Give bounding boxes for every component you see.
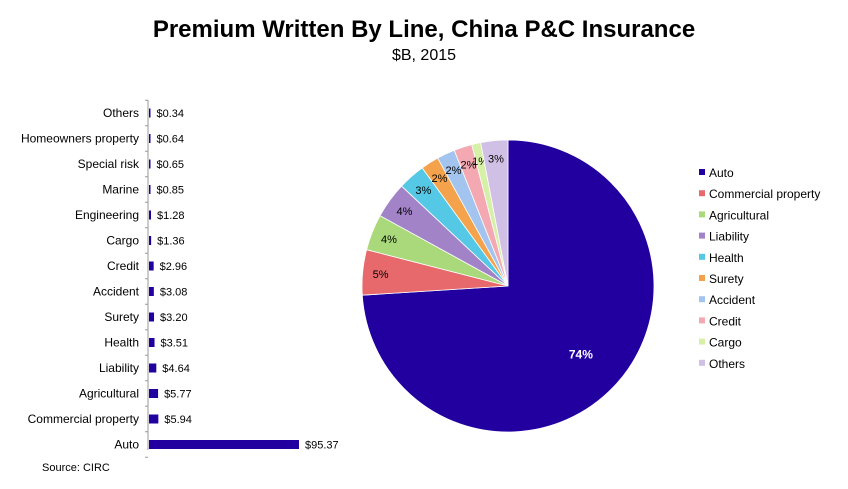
pie-data-label: 74% xyxy=(569,347,593,361)
pie-data-label: 3% xyxy=(415,185,431,197)
bar-category-label: Special risk xyxy=(78,157,140,171)
bar-data-label: $5.77 xyxy=(164,389,192,401)
legend-swatch xyxy=(699,338,705,345)
bar xyxy=(149,440,299,449)
bar-category-label: Others xyxy=(103,106,139,120)
legend-swatch xyxy=(699,296,705,303)
bar xyxy=(149,185,151,194)
bar-data-label: $3.20 xyxy=(160,312,188,324)
bar-category-label: Engineering xyxy=(75,208,139,222)
bar-category-label: Cargo xyxy=(106,234,139,248)
bar xyxy=(149,134,151,143)
legend-swatch xyxy=(699,253,705,260)
bar-category-label: Homeowners property xyxy=(21,132,139,146)
legend-entry-label: Cargo xyxy=(709,336,742,350)
pie-data-label: 4% xyxy=(396,206,412,218)
legend-entry-label: Accident xyxy=(709,293,756,307)
bar-data-label: $0.64 xyxy=(157,134,185,146)
pie-slice xyxy=(480,139,509,287)
bar xyxy=(149,363,157,373)
bar-data-label: $4.64 xyxy=(162,363,190,375)
bar-data-label: $3.51 xyxy=(161,338,189,350)
legend-entry-label: Agricultural xyxy=(709,208,769,222)
pie-data-label: 5% xyxy=(373,269,389,281)
pie-data-label: 4% xyxy=(381,234,397,246)
chart-title: Premium Written By Line, China P&C Insur… xyxy=(152,16,696,43)
bar-category-label: Surety xyxy=(104,310,139,324)
legend-entry-label: Surety xyxy=(709,272,744,286)
legend-swatch xyxy=(699,275,705,281)
legend-entry-label: Health xyxy=(709,251,744,265)
bar-category-label: Auto xyxy=(114,438,139,452)
bar-category-label: Liability xyxy=(99,361,139,375)
bar-category-label: Commercial property xyxy=(28,412,139,426)
bar-data-label: $5.94 xyxy=(164,414,192,426)
bar-data-label: $0.65 xyxy=(157,159,185,171)
bar-category-label: Credit xyxy=(107,259,140,273)
legend-entry-label: Liability xyxy=(709,230,749,244)
legend-swatch xyxy=(699,190,705,197)
legend-entry-label: Commercial property xyxy=(709,187,820,201)
bar-data-label: $3.08 xyxy=(160,287,188,299)
bar xyxy=(149,414,159,424)
legend-swatch xyxy=(699,317,705,324)
bar xyxy=(149,236,152,245)
bar xyxy=(149,210,152,220)
bar-category-label: Health xyxy=(104,336,139,350)
legend-entry-label: Credit xyxy=(709,314,742,328)
legend-swatch xyxy=(699,359,705,366)
bar-data-label: $0.34 xyxy=(157,108,185,120)
bar xyxy=(149,108,151,118)
pie-data-label: 2% xyxy=(460,159,476,171)
bar-chart: Others $0.34 Homeowners property $0.64 Speci… xyxy=(21,99,339,458)
legend-swatch xyxy=(699,232,705,239)
bar xyxy=(149,389,159,398)
bar-data-label: $0.85 xyxy=(157,185,185,197)
bar-data-label: $2.96 xyxy=(160,261,188,273)
legend-swatch xyxy=(699,211,705,218)
bar xyxy=(149,338,155,347)
pie-chart: 74%5%4%4%3%2%2% 2%1% 3% xyxy=(361,139,655,433)
legend: Auto Commercial property Agricultural Liabi… xyxy=(699,166,820,371)
bar xyxy=(149,159,151,169)
bar-category-label: Accident xyxy=(93,285,140,299)
pie-data-label: 2% xyxy=(446,165,462,177)
bar xyxy=(149,261,154,271)
legend-swatch xyxy=(699,169,705,175)
source-note: Source: CIRC xyxy=(42,462,110,474)
pie-data-label: 3% xyxy=(488,154,504,166)
bar-category-label: Marine xyxy=(102,183,139,197)
legend-entry-label: Others xyxy=(709,357,745,371)
chart-subtitle: $B, 2015 xyxy=(391,47,457,64)
pie-data-label: 2% xyxy=(431,173,447,185)
bar xyxy=(149,287,154,296)
bar xyxy=(149,312,155,322)
bar-category-label: Agricultural xyxy=(79,387,139,401)
legend-entry-label: Auto xyxy=(709,166,734,180)
bar-data-label: $1.36 xyxy=(157,236,185,248)
bar-data-label: $1.28 xyxy=(157,210,185,222)
bar-data-label: $95.37 xyxy=(305,440,339,452)
